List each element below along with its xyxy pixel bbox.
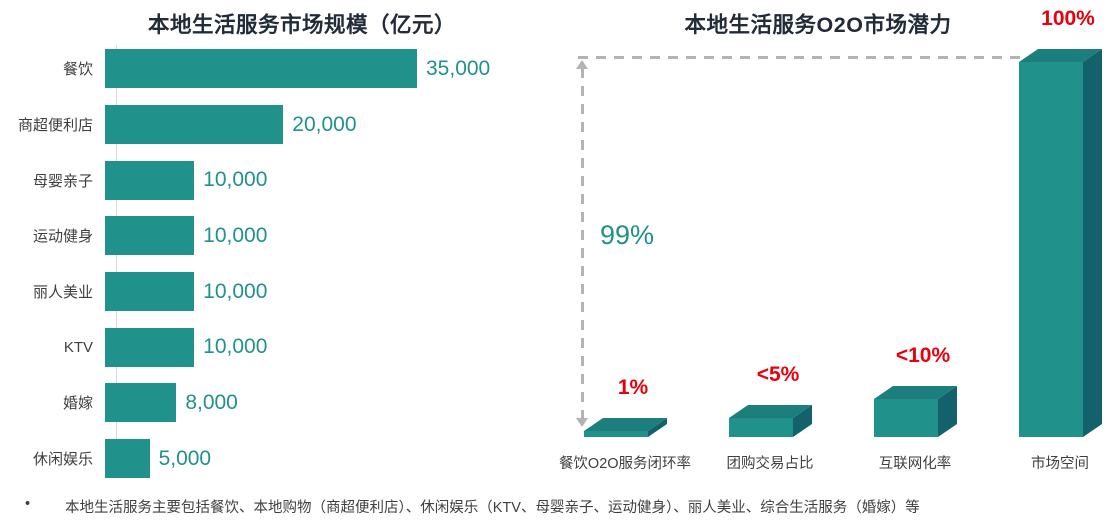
value-label: 5,000 bbox=[158, 446, 212, 470]
arrow-up-icon bbox=[576, 60, 588, 69]
bar-front-face bbox=[1019, 62, 1083, 437]
bar-front-face bbox=[729, 418, 793, 437]
bar bbox=[105, 105, 284, 145]
bar-front-face bbox=[874, 399, 938, 437]
category-label: 运动健身 bbox=[32, 228, 93, 246]
footnote-text: 本地生活服务主要包括餐饮、本地购物（商超便利店）、休闲娱乐（KTV、母婴亲子、运… bbox=[65, 500, 920, 516]
bar bbox=[105, 327, 195, 367]
right-chart-title: 本地生活服务O2O市场潜力 bbox=[684, 13, 952, 37]
gap-dashed-line-horizontal bbox=[578, 56, 1030, 59]
bar-front-face bbox=[584, 431, 648, 437]
bar-row: 婚嫁 8,000 bbox=[0, 375, 560, 431]
category-label: 丽人美业 bbox=[32, 284, 93, 302]
bar-row: 休闲娱乐 5,000 bbox=[0, 431, 560, 487]
bar-row: 餐饮 35,000 bbox=[0, 41, 560, 97]
category-label: 母婴亲子 bbox=[32, 172, 93, 190]
value-label: <10% bbox=[895, 344, 951, 367]
bar bbox=[105, 439, 150, 479]
bar bbox=[105, 160, 195, 200]
category-label: KTV bbox=[63, 338, 93, 356]
category-label: 商超便利店 bbox=[17, 117, 93, 135]
category-label: 婚嫁 bbox=[62, 395, 93, 413]
bar-side-face bbox=[1083, 48, 1102, 438]
value-label: 100% bbox=[1041, 7, 1095, 30]
value-label: 20,000 bbox=[292, 112, 357, 136]
value-label: 10,000 bbox=[203, 223, 268, 247]
value-label: 10,000 bbox=[203, 335, 268, 359]
bar-row: 母婴亲子 10,000 bbox=[0, 152, 560, 208]
value-label: 35,000 bbox=[426, 56, 491, 80]
bar-row: KTV 10,000 bbox=[0, 319, 560, 375]
bar bbox=[105, 49, 417, 89]
axis-category-label: 团购交易占比 bbox=[726, 456, 814, 472]
axis-category-label: 互联网化率 bbox=[878, 456, 952, 472]
value-label: 10,000 bbox=[203, 279, 268, 303]
bar bbox=[105, 383, 177, 423]
arrow-down-icon bbox=[576, 418, 588, 427]
gap-dashed-line-vertical bbox=[581, 68, 584, 418]
left-chart-title: 本地生活服务市场规模（亿元） bbox=[147, 13, 456, 37]
bar bbox=[105, 272, 195, 312]
footnote-bullet: • bbox=[25, 496, 31, 512]
value-label: <5% bbox=[756, 363, 800, 386]
bar bbox=[105, 216, 195, 256]
footnote: • 本地生活服务主要包括餐饮、本地购物（商超便利店）、休闲娱乐（KTV、母婴亲子… bbox=[25, 496, 1115, 517]
bar-3d bbox=[729, 404, 812, 437]
value-label: 10,000 bbox=[203, 168, 268, 192]
gap-annotation: 99% bbox=[600, 220, 655, 250]
category-label: 餐饮 bbox=[62, 61, 93, 79]
left-chart-axis-line bbox=[116, 45, 117, 478]
bar-row: 丽人美业 10,000 bbox=[0, 264, 560, 320]
value-label: 1% bbox=[617, 376, 649, 399]
bar-row: 运动健身 10,000 bbox=[0, 208, 560, 264]
bar-3d bbox=[1019, 48, 1102, 438]
bar-3d bbox=[874, 385, 957, 437]
axis-category-label: 市场空间 bbox=[1031, 456, 1089, 472]
axis-category-label: 餐饮O2O服务闭环率 bbox=[558, 456, 692, 472]
left-chart-rows: 餐饮 35,000 商超便利店 20,000 母婴亲子 10,000 运动健身 10,000 丽… bbox=[0, 41, 560, 487]
value-label: 8,000 bbox=[185, 390, 238, 414]
bar-row: 商超便利店 20,000 bbox=[0, 97, 560, 153]
category-label: 休闲娱乐 bbox=[32, 451, 93, 469]
bar-3d bbox=[584, 417, 667, 437]
